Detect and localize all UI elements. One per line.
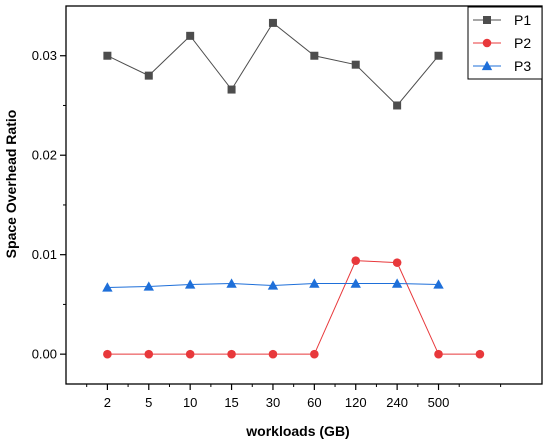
y-tick-label: 0.03 <box>32 48 57 63</box>
data-point-p2 <box>227 349 236 359</box>
data-point-p3 <box>226 278 237 288</box>
series-p2 <box>103 256 485 359</box>
data-point-p3 <box>350 278 361 288</box>
legend-label: P2 <box>514 35 531 51</box>
legend-marker <box>481 60 493 71</box>
data-point-p1 <box>434 51 443 60</box>
data-point-p3 <box>267 280 279 290</box>
y-axis-title: Space Overhead Ratio <box>3 110 19 259</box>
legend-marker <box>483 16 491 24</box>
x-tick-label: 60 <box>307 395 321 410</box>
y-axis: 0.00 0.01 0.02 0.03 <box>32 48 66 362</box>
data-point-p1 <box>144 71 153 80</box>
legend-item-p1: P1 <box>473 12 531 28</box>
data-point-p3 <box>391 278 403 288</box>
y-tick-label: 0.01 <box>32 247 57 262</box>
data-point-p1 <box>310 51 319 60</box>
data-point-p3 <box>102 282 113 292</box>
legend-item-p2: P2 <box>473 35 531 51</box>
y-tick-label: 0.00 <box>32 347 57 362</box>
y-tick-label: 0.02 <box>32 148 57 163</box>
x-tick-label: 10 <box>183 395 197 410</box>
series-line-p2 <box>107 260 480 355</box>
series-layer <box>102 18 485 359</box>
data-point-p2 <box>144 349 154 359</box>
data-point-p2 <box>103 349 112 359</box>
data-point-p2 <box>310 349 319 359</box>
data-point-p1 <box>393 101 402 110</box>
data-point-p2 <box>268 349 278 359</box>
x-tick-label: 120 <box>345 395 367 410</box>
data-point-p2 <box>351 256 361 265</box>
x-axis: 2 5 10 15 30 60 120 240 500 <box>86 384 502 410</box>
series-line-p1 <box>107 22 439 107</box>
data-point-p2 <box>434 349 443 359</box>
data-point-p1 <box>186 31 195 40</box>
legend-item-p3: P3 <box>473 58 531 74</box>
x-tick-label: 30 <box>266 395 280 410</box>
plot-area <box>65 5 543 385</box>
data-point-p3 <box>309 278 320 288</box>
x-tick-label: 5 <box>145 395 152 410</box>
x-tick-label: 2 <box>104 395 111 410</box>
data-point-p2 <box>475 349 485 359</box>
plot-border <box>65 5 543 385</box>
data-point-p1 <box>268 18 277 27</box>
data-point-p3 <box>433 279 444 289</box>
legend: P1 P2 P3 <box>467 6 543 80</box>
x-tick-label: 240 <box>386 395 408 410</box>
data-point-p3 <box>143 281 154 291</box>
data-point-p3 <box>184 279 196 289</box>
legend-label: P1 <box>514 12 531 28</box>
data-point-p1 <box>351 60 360 69</box>
data-point-p1 <box>103 51 112 60</box>
series-p3 <box>102 278 444 292</box>
x-tick-label: 500 <box>428 395 450 410</box>
data-point-p2 <box>392 258 402 267</box>
x-axis-title: workloads (GB) <box>245 423 349 439</box>
x-tick-label: 15 <box>224 395 238 410</box>
series-p1 <box>103 18 443 110</box>
data-point-p1 <box>227 85 236 94</box>
data-point-p2 <box>185 349 195 359</box>
legend-marker <box>482 38 492 48</box>
legend-label: P3 <box>514 58 531 74</box>
